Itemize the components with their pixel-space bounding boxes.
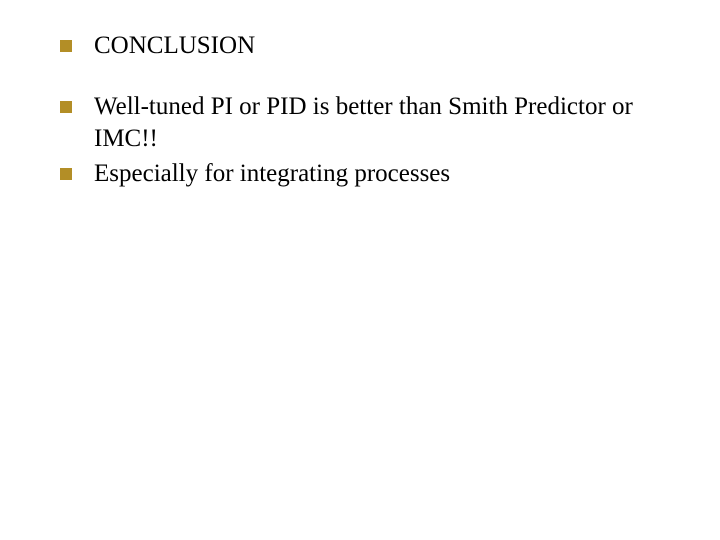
square-bullet-icon — [60, 168, 72, 180]
list-item: CONCLUSION — [60, 30, 680, 63]
list-item: Well-tuned PI or PID is better than Smit… — [60, 91, 680, 156]
square-bullet-icon — [60, 101, 72, 113]
slide: CONCLUSION Well-tuned PI or PID is bette… — [0, 0, 720, 540]
list-item: Especially for integrating processes — [60, 158, 680, 191]
bullet-text: CONCLUSION — [94, 30, 680, 63]
square-bullet-icon — [60, 40, 72, 52]
bullet-text: Well-tuned PI or PID is better than Smit… — [94, 91, 680, 156]
bullet-text: Especially for integrating processes — [94, 158, 680, 191]
